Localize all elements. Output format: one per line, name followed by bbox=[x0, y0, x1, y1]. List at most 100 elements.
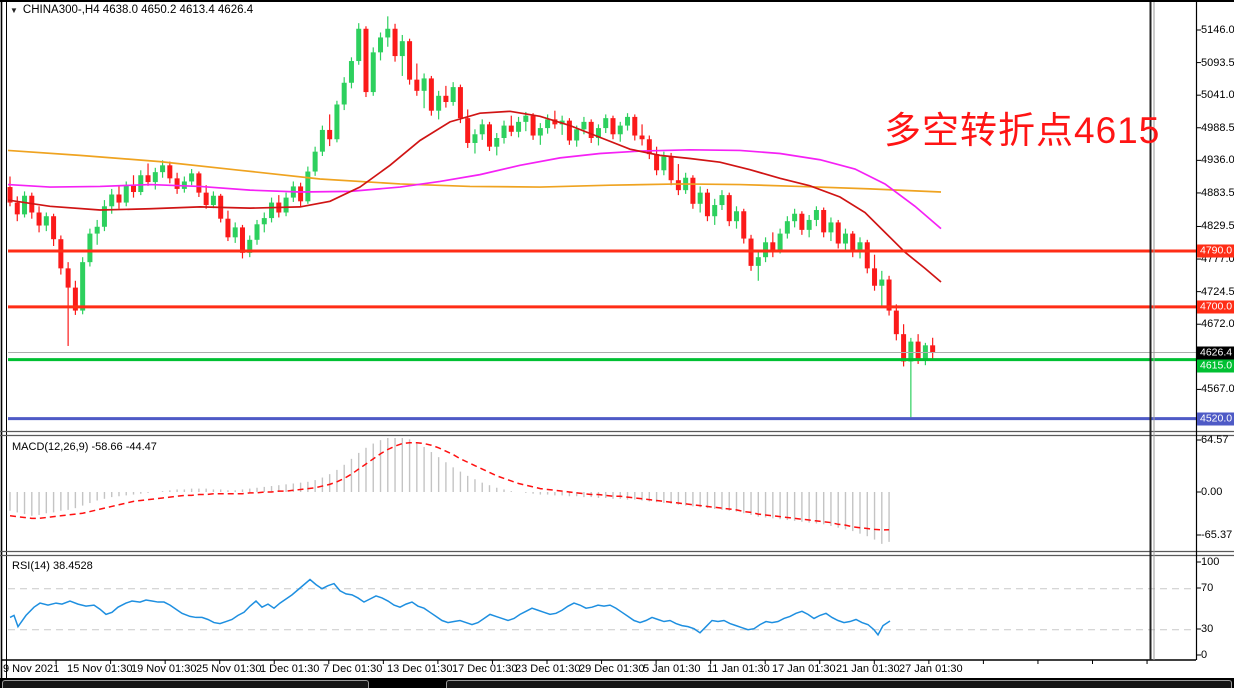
price-tick-label: 4936.0 bbox=[1201, 154, 1234, 167]
candle-body bbox=[450, 87, 456, 103]
taskbar-tab-right[interactable] bbox=[446, 680, 1232, 688]
candle-body bbox=[566, 120, 572, 141]
candle-body bbox=[392, 28, 398, 57]
candle-body bbox=[58, 239, 64, 269]
candle-body bbox=[675, 180, 681, 191]
candle-body bbox=[348, 61, 354, 83]
candle-body bbox=[479, 124, 485, 135]
price-tick-label: 5146.0 bbox=[1201, 24, 1234, 36]
price-tick-label: 4883.5 bbox=[1201, 186, 1234, 199]
time-tick-label: 5 Jan 01:30 bbox=[643, 663, 701, 675]
time-tick-label: 9 Nov 2021 bbox=[3, 663, 60, 675]
time-tick-label: 7 Dec 01:30 bbox=[323, 663, 383, 675]
candle-body bbox=[51, 216, 57, 240]
candle-body bbox=[537, 128, 543, 136]
candle-body bbox=[152, 172, 158, 183]
top-border bbox=[0, 0, 1234, 2]
candle-body bbox=[697, 192, 703, 204]
candle-body bbox=[109, 194, 115, 207]
candle-body bbox=[879, 279, 885, 286]
time-tick-label: 17 Jan 01:30 bbox=[772, 663, 836, 675]
candle-body bbox=[138, 175, 144, 193]
time-tick-label: 19 Nov 01:30 bbox=[131, 663, 197, 675]
candle-body bbox=[784, 221, 790, 234]
price-badge-4520: 4520.0 bbox=[1197, 412, 1234, 426]
rsi-indicator-label: RSI(14) 38.4528 bbox=[12, 560, 93, 572]
candle-body bbox=[407, 41, 413, 80]
candle-body bbox=[189, 173, 195, 182]
candle-body bbox=[886, 279, 892, 311]
price-tick-label: 4567.0 bbox=[1201, 383, 1234, 396]
candle-body bbox=[261, 218, 267, 225]
candle-body bbox=[298, 186, 304, 202]
candle-body bbox=[661, 156, 667, 171]
candle-body bbox=[646, 139, 652, 155]
candle-body bbox=[850, 233, 856, 253]
candle-body bbox=[472, 134, 478, 143]
candle-body bbox=[741, 211, 747, 239]
chevron-down-icon[interactable]: ▼ bbox=[10, 5, 18, 15]
candle-body bbox=[806, 219, 812, 230]
candle-body bbox=[269, 202, 275, 219]
time-tick-label: 29 Dec 01:30 bbox=[579, 663, 645, 675]
time-tick-label: 25 Nov 01:30 bbox=[196, 663, 262, 675]
candle-body bbox=[7, 187, 13, 203]
candle-body bbox=[378, 37, 384, 53]
candle-body bbox=[770, 242, 776, 250]
candle-body bbox=[22, 195, 28, 215]
candle-body bbox=[610, 118, 616, 135]
candle-body bbox=[828, 222, 834, 233]
candle-body bbox=[486, 124, 492, 147]
candle-body bbox=[508, 125, 514, 132]
candle-body bbox=[712, 205, 718, 217]
candle-body bbox=[312, 151, 318, 172]
candle-body bbox=[131, 185, 137, 193]
macd-tick-label: 0.00 bbox=[1201, 486, 1223, 498]
ma-red-line bbox=[7, 110, 942, 283]
candle-body bbox=[247, 239, 253, 253]
candle-body bbox=[494, 138, 500, 147]
macd-tick-label: -65.37 bbox=[1201, 529, 1233, 541]
macd-tick-label: 64.57 bbox=[1201, 434, 1229, 446]
rsi-line bbox=[9, 578, 891, 637]
rsi-tick-label: 100 bbox=[1201, 556, 1220, 568]
chart-header: ▼ CHINA300-,H4 4638.0 4650.2 4613.4 4626… bbox=[10, 4, 253, 16]
taskbar-tab-left[interactable] bbox=[2, 680, 369, 688]
candle-body bbox=[239, 227, 245, 253]
candle-body bbox=[755, 257, 761, 266]
price-tick-label: 5093.5 bbox=[1201, 56, 1234, 69]
candle-body bbox=[734, 211, 739, 222]
time-tick-label: 11 Jan 01:30 bbox=[707, 663, 770, 675]
candle-body bbox=[436, 95, 442, 111]
annotation-text[interactable]: 多空转折点4615 bbox=[884, 110, 1161, 151]
candle-body bbox=[225, 218, 231, 238]
candle-body bbox=[864, 242, 870, 269]
taskbar bbox=[0, 678, 1234, 688]
candle-body bbox=[872, 268, 878, 286]
candle-body bbox=[101, 206, 107, 227]
candle-body bbox=[516, 121, 522, 132]
price-tick-label: 5041.0 bbox=[1201, 89, 1234, 102]
macd-signal-line bbox=[9, 441, 890, 531]
time-tick-label: 17 Dec 01:30 bbox=[452, 663, 518, 675]
current-price-badge: 4626.4 bbox=[1197, 346, 1234, 360]
candle-body bbox=[356, 28, 362, 62]
candle-body bbox=[116, 194, 122, 203]
chart-symbol-title: CHINA300-,H4 4638.0 4650.2 4613.4 4626.4 bbox=[22, 4, 254, 16]
time-tick-label: 23 Dec 01:30 bbox=[515, 663, 581, 675]
candle-body bbox=[574, 129, 580, 141]
candle-body bbox=[210, 195, 216, 206]
macd-indicator-label: MACD(12,26,9) -58.66 -44.47 bbox=[12, 441, 157, 453]
candle-body bbox=[196, 173, 202, 193]
candle-body bbox=[363, 28, 369, 93]
candle-body bbox=[14, 202, 20, 215]
candle-body bbox=[842, 233, 848, 244]
candle-body bbox=[254, 224, 260, 240]
candle-body bbox=[835, 222, 841, 244]
candle-body bbox=[857, 242, 863, 253]
candle-body bbox=[232, 227, 238, 238]
candle-body bbox=[595, 128, 601, 139]
candle-body bbox=[704, 192, 710, 217]
